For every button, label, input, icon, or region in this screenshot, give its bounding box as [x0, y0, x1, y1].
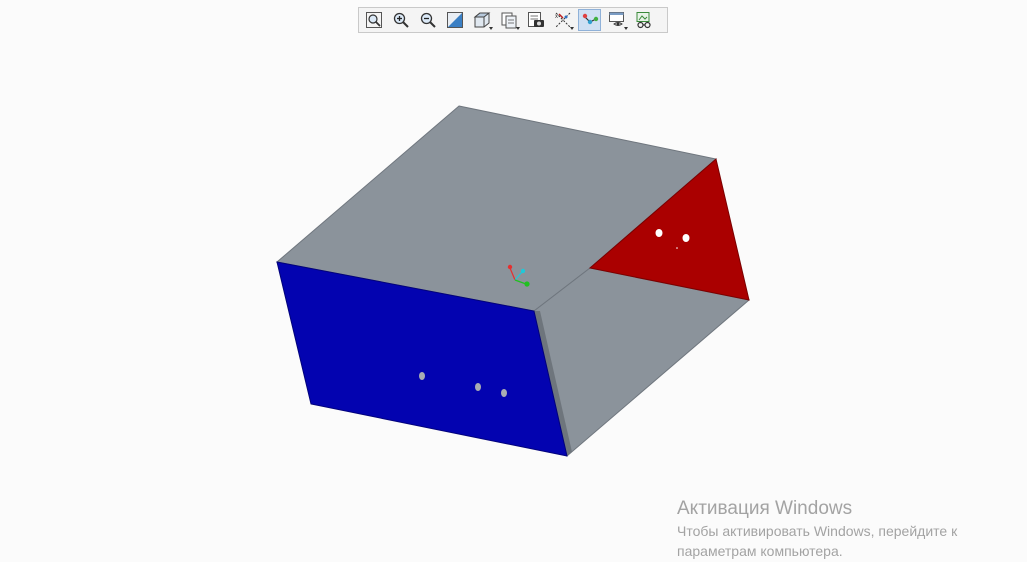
windows-activation-watermark: Активация Windows Чтобы активировать Win…	[677, 497, 957, 561]
zoom-in-icon[interactable]	[389, 9, 412, 31]
watermark-title: Активация Windows	[677, 498, 853, 519]
repaint-icon[interactable]	[443, 9, 466, 31]
saved-views-icon[interactable]	[524, 9, 547, 31]
hole	[475, 383, 481, 391]
watermark-text-line: Чтобы активировать Windows, перейдите к	[677, 523, 958, 539]
red-face[interactable]	[588, 158, 750, 301]
zoom-fit-icon[interactable]	[362, 9, 385, 31]
watermark-text-line: параметрам компьютера.	[677, 543, 843, 559]
hole	[501, 389, 507, 397]
view-toolbar: x	[358, 7, 668, 33]
hole	[682, 234, 690, 242]
appearance-icon[interactable]	[632, 9, 655, 31]
display-style-icon[interactable]	[470, 9, 493, 31]
datum-display-icon[interactable]: x	[551, 9, 574, 31]
view-manager-icon[interactable]	[605, 9, 628, 31]
chamfer-edge	[534, 311, 572, 456]
hole	[676, 247, 678, 249]
hole	[419, 372, 425, 380]
hole	[655, 229, 663, 237]
front-face[interactable]	[276, 261, 568, 457]
coordinate-triad-icon	[507, 264, 530, 287]
svg-text:x: x	[555, 14, 558, 20]
spin-center-icon[interactable]	[578, 9, 601, 31]
named-views-icon[interactable]	[497, 9, 520, 31]
zoom-out-icon[interactable]	[416, 9, 439, 31]
